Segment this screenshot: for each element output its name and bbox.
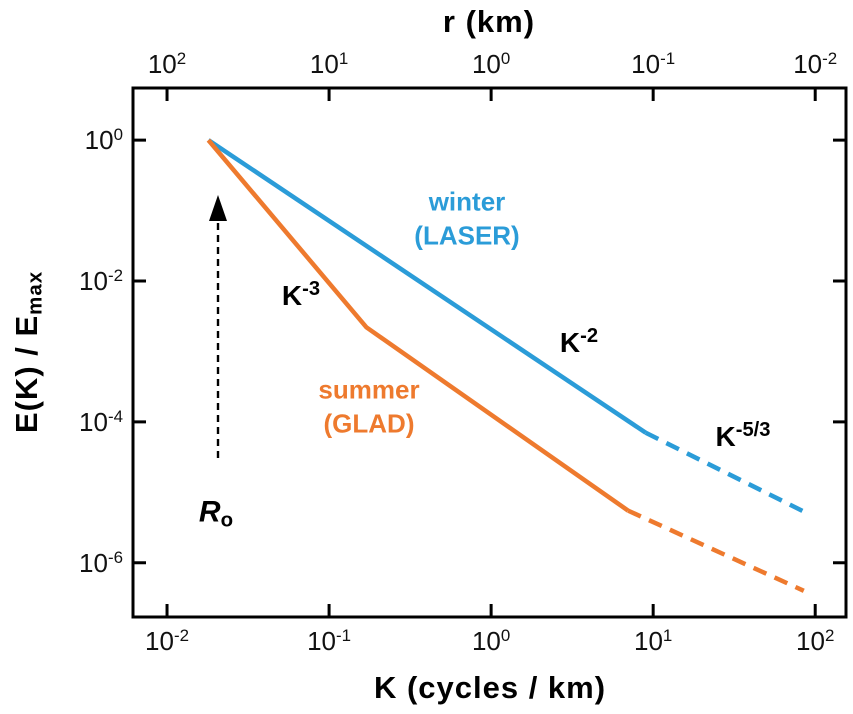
y-tick-label-1e0: 100	[84, 124, 123, 156]
y-axis-title: E(K) / Emax	[9, 271, 48, 433]
top-axis-title: r (km)	[442, 4, 536, 39]
r-tick-label-1e-2: 10-2	[793, 48, 838, 80]
summer-label-line2: (GLAD)	[323, 409, 415, 439]
plot-border	[131, 86, 848, 619]
rossby-radius-arrow	[209, 195, 227, 458]
x-tick-label-1e1: 101	[633, 625, 673, 657]
rossby-radius-label: Ro	[198, 495, 234, 532]
x-tick-label-1e2: 102	[796, 625, 835, 657]
slope-label-k-2: K-2	[559, 324, 599, 359]
x-tick-label-1e0: 100	[471, 625, 511, 657]
x-tick-label-1e-1: 10-1	[307, 625, 352, 657]
r-tick-label-1e-1: 10-1	[631, 48, 676, 80]
summer-series-label: summer (GLAD)	[318, 373, 419, 442]
slope-label-k-3: K-3	[281, 277, 321, 312]
y-tick-label-1e-4: 10-4	[79, 406, 123, 438]
r-tick-label-1e2: 102	[147, 48, 187, 80]
curves	[206, 138, 809, 593]
winter-laser-curve-dashed	[644, 430, 809, 516]
summer-glad-curve-dashed	[627, 508, 805, 593]
y-tick-label-1e-6: 10-6	[79, 547, 123, 578]
slope-label-k-5-3: K-5/3	[715, 418, 771, 453]
r-tick-label-1e1: 101	[309, 48, 349, 80]
winter-label-line1: winter	[428, 186, 506, 217]
r-tick-label-1e0: 100	[471, 48, 511, 80]
y-axis-title-main: E(K) / E	[8, 314, 44, 434]
axis-ticks	[133, 88, 846, 617]
x-tick-label-1e-2: 10-2	[145, 625, 189, 657]
rossby-arrow-head	[209, 195, 227, 221]
winter-label-line2: (LASER)	[414, 221, 520, 251]
y-tick-label-1e-2: 10-2	[79, 265, 123, 297]
summer-glad-curve-solid	[206, 138, 630, 513]
summer-label-line1: summer	[318, 374, 420, 405]
y-axis-title-sub: max	[23, 270, 47, 315]
winter-laser-curve-solid	[207, 138, 648, 435]
x-axis-title: K (cycles / km)	[373, 670, 607, 705]
winter-series-label: winter (LASER)	[414, 185, 519, 254]
